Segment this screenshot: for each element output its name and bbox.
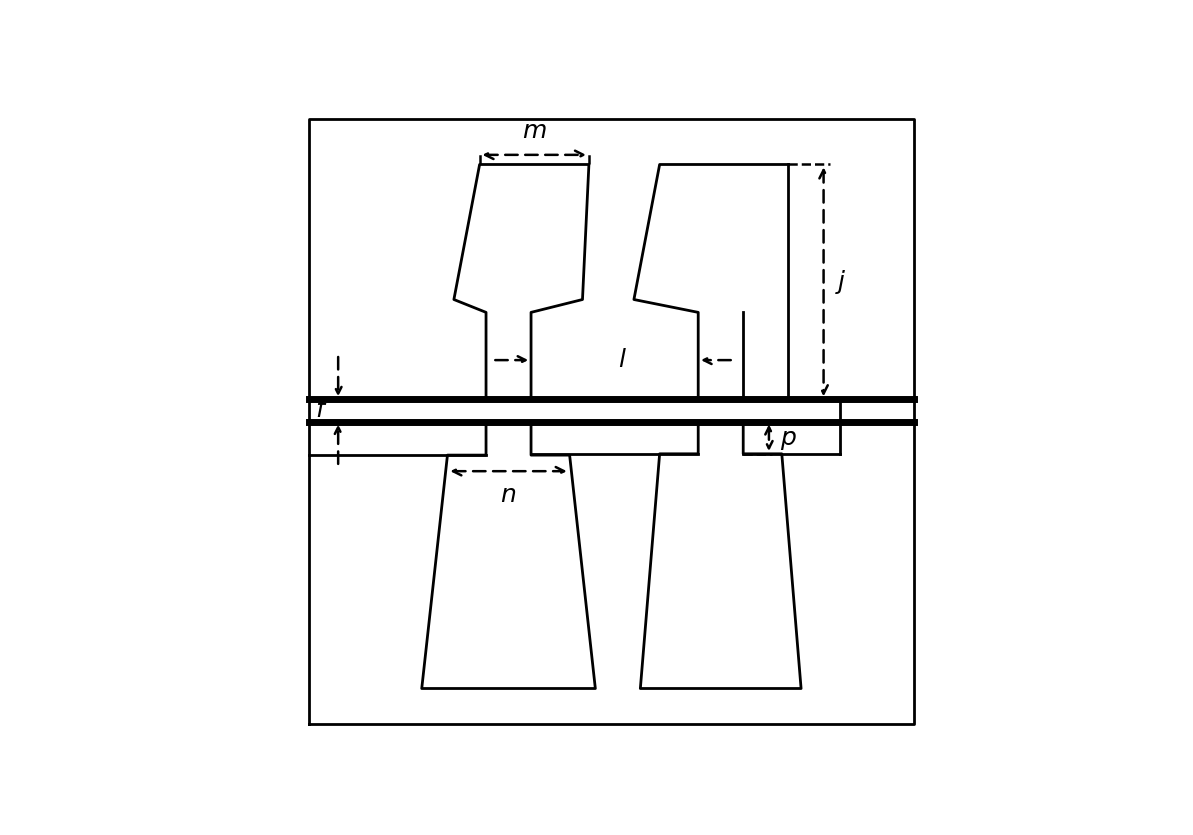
Text: f: f xyxy=(316,398,324,423)
Text: p: p xyxy=(780,426,797,450)
Text: m: m xyxy=(523,119,546,144)
Text: n: n xyxy=(501,483,517,507)
Text: j: j xyxy=(837,270,845,294)
Text: l: l xyxy=(618,348,625,372)
